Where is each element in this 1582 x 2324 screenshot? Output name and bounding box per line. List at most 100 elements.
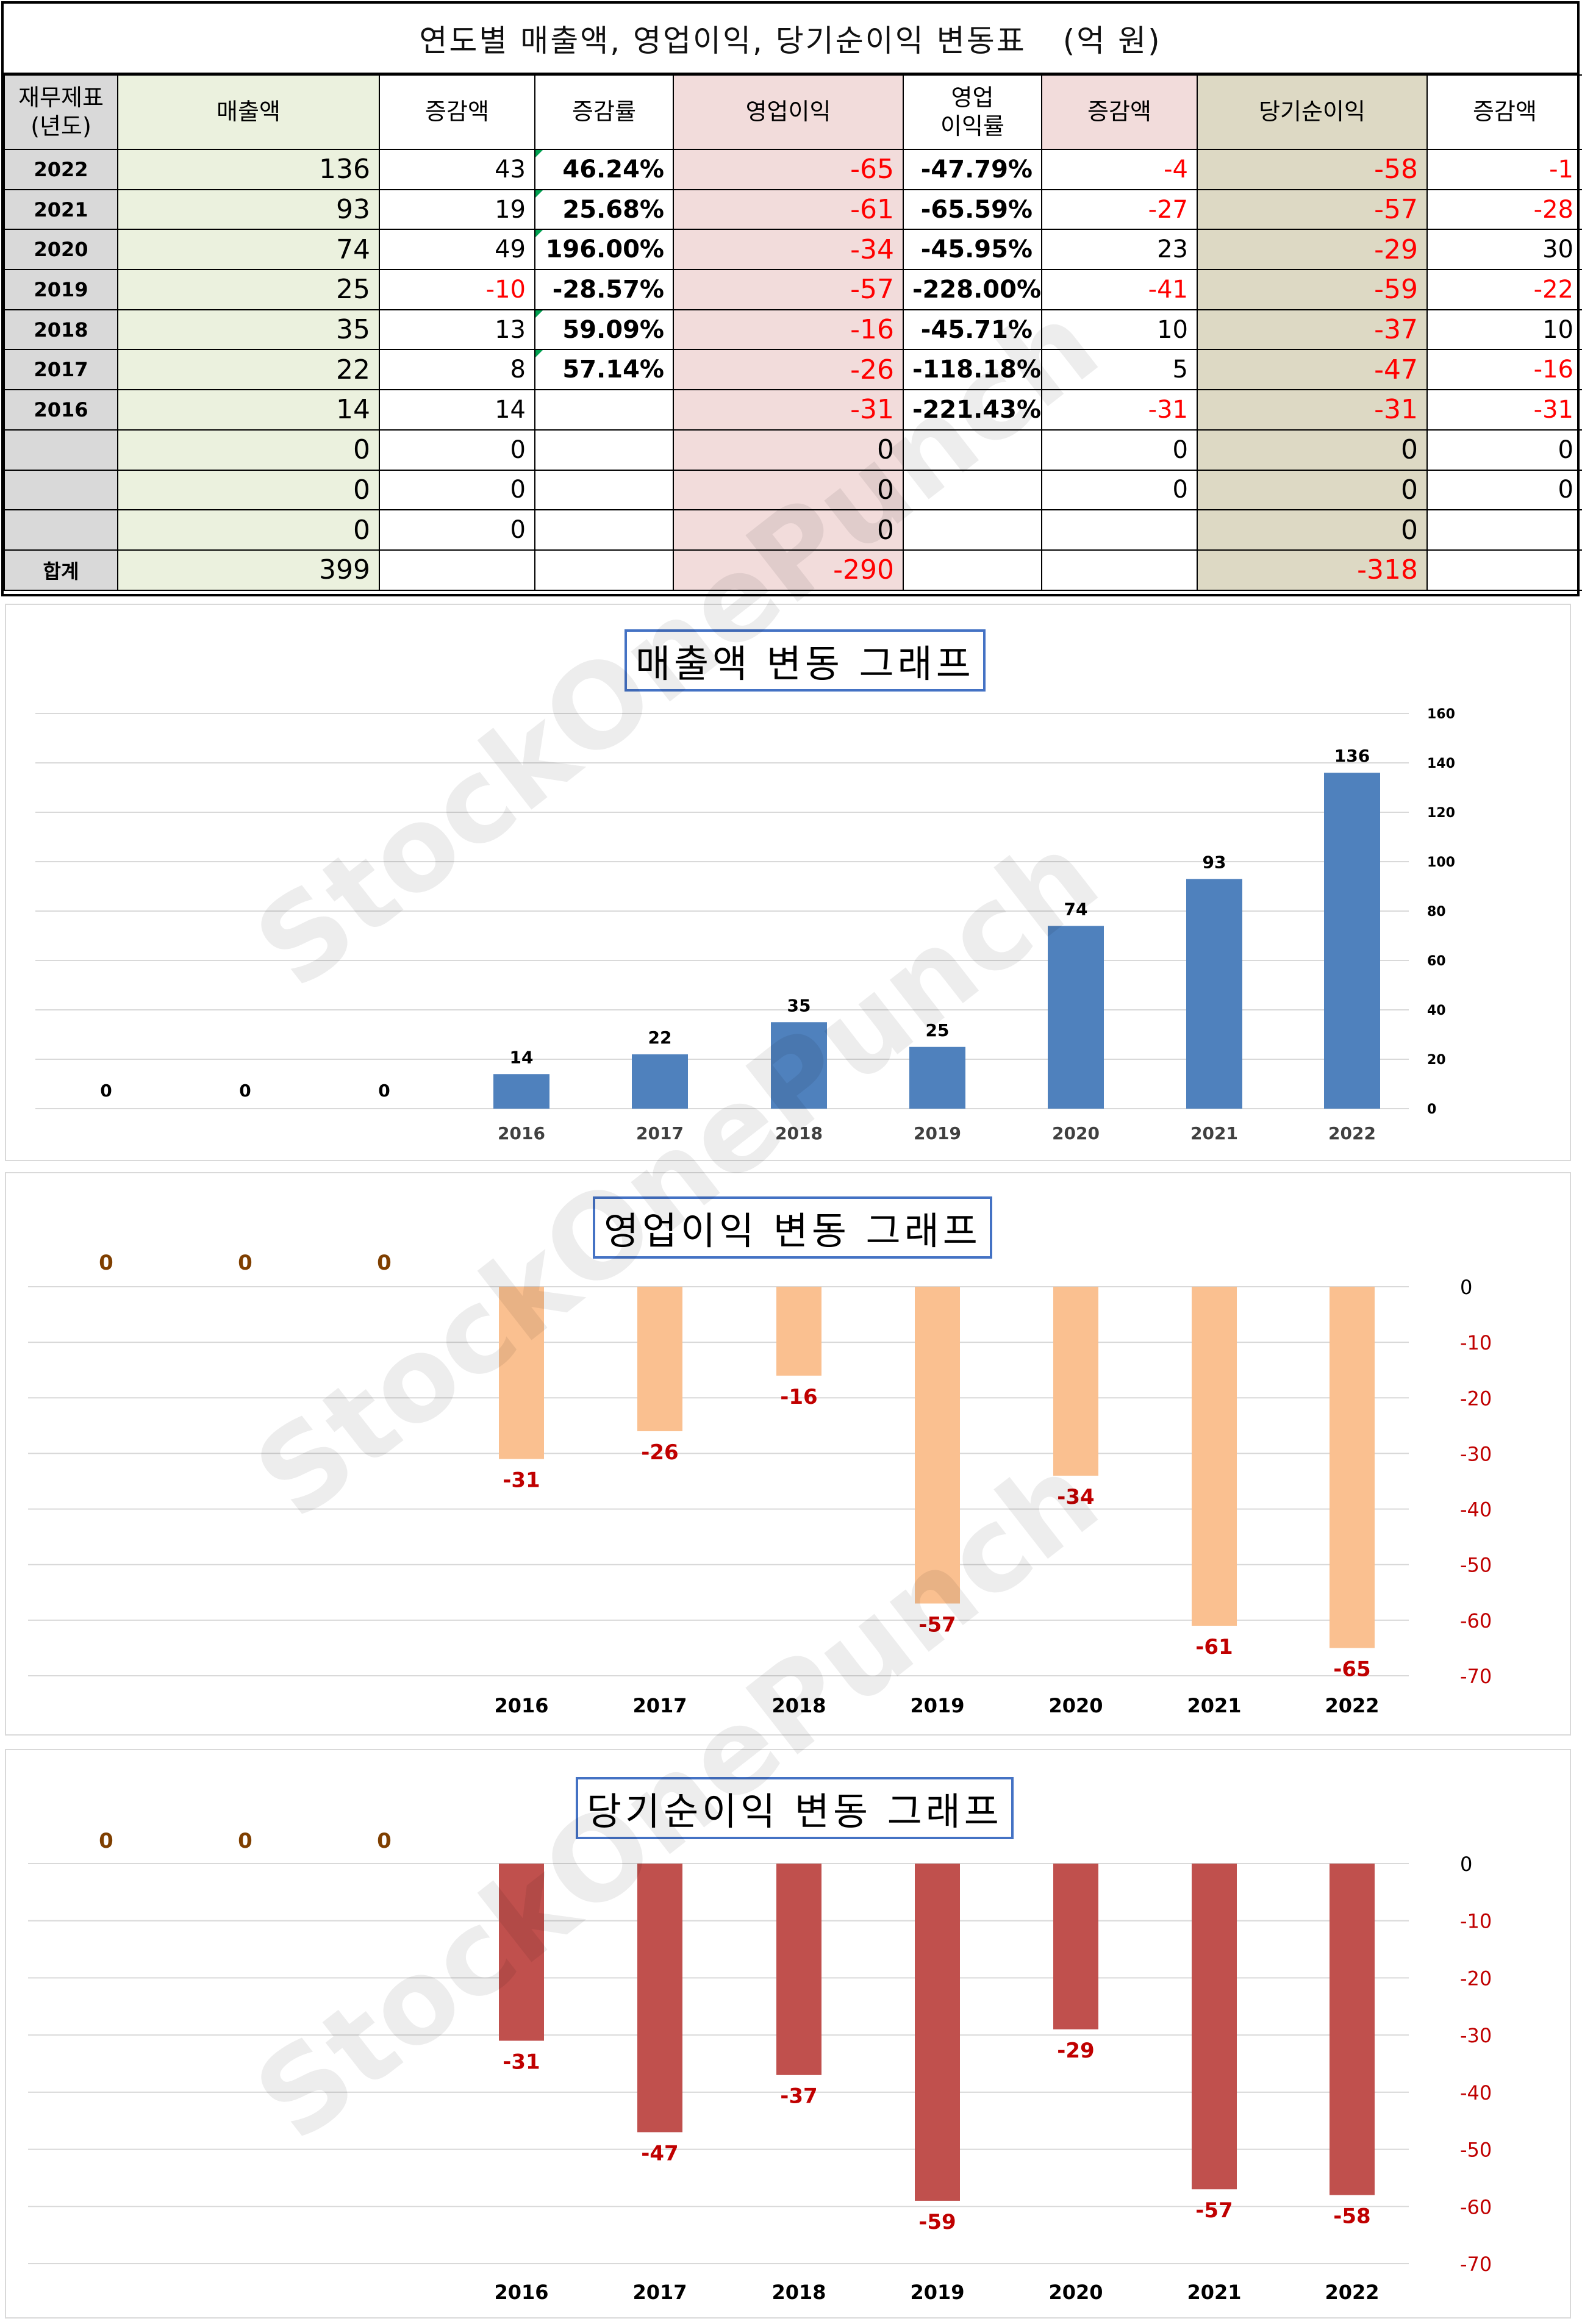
x-tick-label: 2017 [632, 1694, 687, 1717]
data-label: -16 [780, 1385, 817, 1409]
cell-sales-rate [534, 429, 674, 471]
header-cell: 영업이익 [673, 74, 904, 150]
cell-op-chg: 0 [1041, 469, 1198, 511]
cell-op-margin [903, 509, 1042, 551]
cell-sales-chg: -10 [379, 269, 535, 310]
cell-year: 2022 [4, 149, 118, 190]
cell-net-chg: -31 [1426, 389, 1582, 431]
y-tick-label: 0 [1460, 1276, 1472, 1299]
bar [1186, 879, 1242, 1109]
x-tick-label: 2018 [775, 1123, 823, 1143]
data-label: 136 [1334, 746, 1370, 766]
data-label: 25 [926, 1020, 950, 1040]
cell-op-chg: 10 [1041, 309, 1198, 351]
cell-op: 0 [673, 469, 904, 511]
cell-op: -26 [673, 349, 904, 391]
cell-net: -31 [1197, 389, 1428, 431]
cell-sales-rate: 196.00% [534, 229, 674, 271]
total-empty-cell [1426, 549, 1582, 591]
header-cell: 당기순이익 [1197, 74, 1428, 150]
bar [776, 1864, 821, 2075]
cell-sales: 25 [117, 269, 380, 310]
total-sales: 399 [117, 549, 380, 591]
financial-table: 재무제표 (년도) 매출액 증감액 증감률 영업이익 영업 이익률 증감액 당기순이익 증감액 … [4, 74, 1582, 591]
data-label: 0 [99, 1251, 113, 1275]
y-tick-label: 40 [1427, 1003, 1446, 1018]
cell-sales: 0 [117, 509, 380, 551]
cell-sales-chg: 13 [379, 309, 535, 351]
cell-op-margin [903, 429, 1042, 471]
cell-op-chg [1041, 509, 1198, 551]
data-label: -29 [1057, 2039, 1094, 2063]
x-tick-label: 2020 [1052, 1123, 1100, 1143]
cell-net: -47 [1197, 349, 1428, 391]
financial-table-panel: 연도별 매출액, 영업이익, 당기순이익 변동표 (억 원) 재무제표 (년도)… [1, 1, 1582, 596]
sales-chart-title: 매출액 변동 그래프 [625, 629, 986, 692]
cell-net-chg [1426, 509, 1582, 551]
bar [499, 1287, 544, 1459]
cell-op-chg: 23 [1041, 229, 1198, 271]
bar [1053, 1864, 1098, 2029]
data-label: -26 [641, 1440, 678, 1465]
y-tick-label: 120 [1427, 806, 1455, 821]
cell-sales-rate [534, 389, 674, 431]
cell-year: 2016 [4, 389, 118, 431]
data-label: 35 [787, 995, 811, 1015]
cell-sales: 35 [117, 309, 380, 351]
data-label: 0 [100, 1081, 112, 1101]
cell-sales-chg: 0 [379, 509, 535, 551]
y-tick-label: -50 [1460, 1554, 1492, 1577]
y-tick-label: -10 [1460, 1910, 1492, 1933]
cell-net-chg: -22 [1426, 269, 1582, 310]
cell-net: 0 [1197, 509, 1428, 551]
total-empty-cell [903, 549, 1042, 591]
cell-sales-rate: 46.24% [534, 149, 674, 190]
cell-sales-chg: 43 [379, 149, 535, 190]
x-tick-label: 2016 [498, 1123, 545, 1143]
data-label: 22 [648, 1028, 672, 1048]
table-row: 2022 136 43 46.24% -65 -47.79% -4 -58 -1 [4, 149, 1582, 190]
x-tick-label: 2018 [771, 2281, 826, 2304]
cell-sales-chg: 19 [379, 188, 535, 231]
sales-chart: 0 20 40 60 80 100 120 140 160 0 0 0 14 2016 22 2017 35 20… [35, 707, 1455, 1143]
data-label: -31 [503, 1468, 540, 1493]
bar [1330, 1864, 1375, 2195]
cell-year: 2019 [4, 269, 118, 310]
data-label: 0 [238, 1251, 252, 1275]
data-label: 0 [378, 1081, 390, 1101]
cell-op: -57 [673, 269, 904, 310]
cell-op-margin: -45.95% [903, 229, 1042, 271]
cell-net: -59 [1197, 269, 1428, 310]
x-tick-label: 2021 [1187, 1694, 1241, 1717]
y-tick-label: -70 [1460, 1665, 1492, 1688]
cell-op: -16 [673, 309, 904, 351]
y-tick-label: -60 [1460, 1609, 1492, 1632]
cell-op-chg: 5 [1041, 349, 1198, 391]
cell-op: -34 [673, 229, 904, 271]
total-net: -318 [1197, 549, 1428, 591]
operating-income-chart: 0 -10 -20 -30 -40 -50 -60 -70 0 0 0 -31 2016 -26 2017 -… [28, 1251, 1492, 1717]
header-cell: 영업 이익률 [903, 74, 1042, 150]
cell-sales-chg: 49 [379, 229, 535, 271]
data-label: -37 [780, 2084, 817, 2109]
y-tick-label: -50 [1460, 2139, 1492, 2162]
cell-net-chg: 10 [1426, 309, 1582, 351]
bar [637, 1287, 682, 1431]
cell-sales-rate: 57.14% [534, 349, 674, 391]
y-tick-label: -20 [1460, 1967, 1492, 1990]
cell-op: 0 [673, 429, 904, 471]
table-unit: (억 원) [1062, 23, 1162, 59]
cell-net: -29 [1197, 229, 1428, 271]
cell-net-chg: -28 [1426, 188, 1582, 231]
sales-chart-panel: 0 20 40 60 80 100 120 140 160 0 0 0 14 2016 22 2017 35 20… [5, 604, 1571, 1161]
cell-op-margin [903, 469, 1042, 511]
cell-year: 2017 [4, 349, 118, 391]
table-title: 연도별 매출액, 영업이익, 당기순이익 변동표 [419, 23, 1026, 59]
table-title-bar: 연도별 매출액, 영업이익, 당기순이익 변동표 (억 원) [4, 4, 1577, 74]
table-body: 2022 136 43 46.24% -65 -47.79% -4 -58 -1 2021 93 19… [4, 149, 1582, 591]
y-tick-label: -40 [1460, 2081, 1492, 2104]
y-tick-label: -60 [1460, 2195, 1492, 2219]
y-tick-label: 60 [1427, 954, 1446, 969]
